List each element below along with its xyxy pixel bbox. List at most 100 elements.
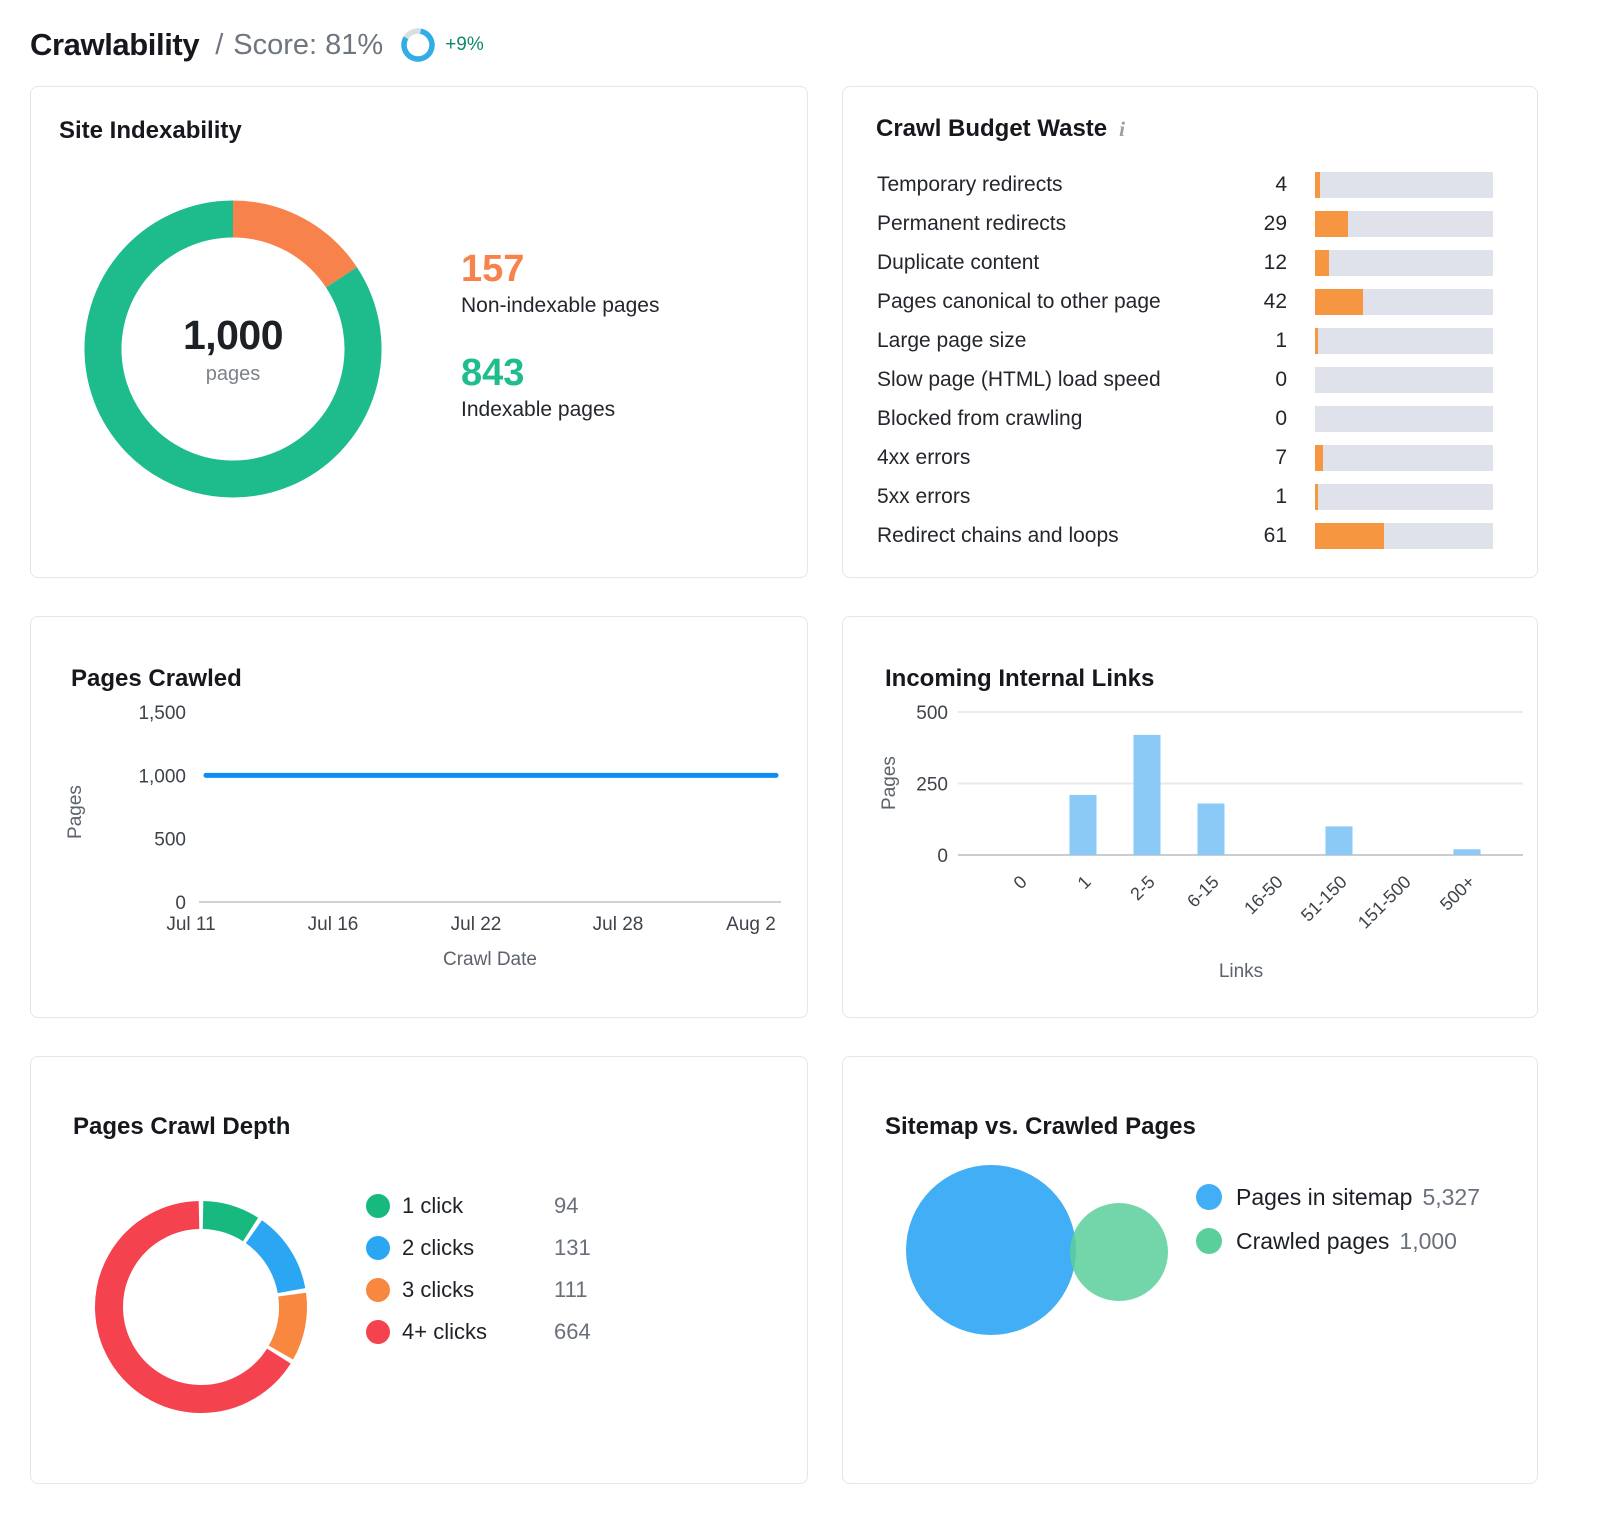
crawlability-dashboard: Crawlability / Score: 81% +9% Site Index…	[30, 27, 1570, 1484]
budget-row-bar	[1315, 171, 1493, 198]
card-incoming-internal-links: Incoming Internal Links 0 250 500 0 1 2-5 6-15…	[842, 616, 1538, 1018]
budget-row-bar	[1315, 522, 1493, 549]
non-indexable-label: Non-indexable pages	[461, 294, 660, 317]
legend-label: 1 click	[402, 1193, 464, 1218]
legend-label: Pages in sitemap	[1236, 1183, 1413, 1210]
svg-text:Jul 11: Jul 11	[166, 914, 215, 935]
budget-row-bar	[1315, 483, 1493, 510]
pages-crawled-line-chart: 0 500 1,000 1,500 Jul 11 Jul 16 Jul 22 Jul 28 Au…	[65, 703, 781, 970]
svg-text:0: 0	[937, 846, 948, 867]
svg-text:500: 500	[154, 830, 186, 851]
score-ring-icon	[401, 28, 435, 62]
svg-text:Pages: Pages	[879, 756, 900, 810]
card-title-pages-crawl-depth: Pages Crawl Depth	[73, 1113, 291, 1140]
legend-dot	[366, 1194, 390, 1218]
budget-row: Temporary redirects 4	[877, 165, 1493, 204]
budget-row-bar	[1315, 405, 1493, 432]
card-sitemap-vs-crawled: Sitemap vs. Crawled Pages Pages in sitem…	[842, 1056, 1538, 1484]
legend-value: 1,000	[1399, 1227, 1457, 1254]
crawl-depth-donut-chart	[95, 1201, 307, 1413]
info-icon[interactable]: i	[1119, 116, 1125, 141]
crawl-depth-legend-item: 1 click 94	[366, 1185, 591, 1227]
card-crawl-budget-waste: Crawl Budget Waste i Temporary redirects…	[842, 86, 1538, 578]
card-title-site-indexability: Site Indexability	[59, 117, 242, 144]
card-title-pages-crawled: Pages Crawled	[71, 665, 242, 692]
svg-text:Jul 16: Jul 16	[308, 914, 359, 935]
legend-label: Crawled pages	[1236, 1227, 1390, 1254]
budget-row-label: Duplicate content	[877, 250, 1040, 274]
card-pages-crawl-depth: Pages Crawl Depth 1 click 94 2 clicks 131 3 …	[30, 1056, 808, 1484]
legend-value: 664	[554, 1319, 591, 1344]
budget-row-label: Large page size	[877, 328, 1027, 352]
score-text: Score: 81%	[233, 28, 384, 61]
budget-row-label: Temporary redirects	[877, 172, 1063, 196]
page-title: Crawlability	[30, 27, 200, 62]
svg-text:Jul 22: Jul 22	[451, 914, 502, 935]
legend-dot	[366, 1278, 390, 1302]
card-title-sitemap-vs-crawled: Sitemap vs. Crawled Pages	[885, 1113, 1196, 1140]
budget-row-bar	[1315, 288, 1493, 315]
svg-text:Links: Links	[1219, 961, 1263, 982]
svg-text:1,000: 1,000	[138, 766, 186, 787]
budget-row-label: 5xx errors	[877, 484, 971, 508]
legend-label: 3 clicks	[402, 1277, 475, 1302]
svg-text:Jul 28: Jul 28	[593, 914, 644, 935]
indexable-label: Indexable pages	[461, 398, 616, 421]
budget-row: Pages canonical to other page 42	[877, 282, 1493, 321]
budget-row: 5xx errors 1	[877, 477, 1493, 516]
card-site-indexability: Site Indexability 1,000 pages 157 Non-in…	[30, 86, 808, 578]
svg-text:151-500: 151-500	[1354, 872, 1415, 933]
card-title-crawl-budget-waste: Crawl Budget Waste i	[876, 115, 1125, 143]
svg-text:500+: 500+	[1436, 872, 1479, 915]
card-title-incoming-internal-links: Incoming Internal Links	[885, 665, 1155, 692]
site-indexability-donut: 1,000 pages	[83, 199, 383, 499]
budget-row-label: Permanent redirects	[877, 211, 1067, 235]
venn-legend-item: Crawled pages 1,000	[1196, 1219, 1480, 1263]
legend-label: 2 clicks	[402, 1235, 475, 1260]
crawl-depth-legend-item: 4+ clicks 664	[366, 1311, 591, 1353]
budget-waste-list: Temporary redirects 4 Permanent redirects 2…	[877, 165, 1493, 555]
incoming-links-bar-chart: 0 250 500 0 1 2-5 6-15 16-50 51-150 151-500 500+ Li…	[879, 703, 1523, 982]
budget-row-value: 29	[1263, 211, 1287, 235]
svg-text:0: 0	[175, 893, 186, 914]
legend-dot	[366, 1320, 390, 1344]
budget-row-label: Redirect chains and loops	[877, 523, 1119, 547]
budget-row-value: 0	[1275, 406, 1287, 430]
svg-text:Crawl Date: Crawl Date	[443, 949, 537, 970]
svg-text:51-150: 51-150	[1297, 872, 1351, 926]
svg-text:500: 500	[916, 703, 948, 724]
svg-text:6-15: 6-15	[1183, 872, 1223, 912]
budget-row: Blocked from crawling 0	[877, 399, 1493, 438]
legend-dot	[1196, 1184, 1222, 1210]
budget-row-label: Slow page (HTML) load speed	[877, 367, 1161, 391]
budget-row: Permanent redirects 29	[877, 204, 1493, 243]
budget-row: Slow page (HTML) load speed 0	[877, 360, 1493, 399]
svg-text:250: 250	[916, 775, 948, 796]
cards-grid: Site Indexability 1,000 pages 157 Non-in…	[30, 86, 1570, 1484]
legend-dot	[366, 1236, 390, 1260]
svg-text:Pages: Pages	[65, 785, 86, 839]
budget-row-value: 1	[1275, 328, 1287, 352]
budget-row: 4xx errors 7	[877, 438, 1493, 477]
budget-row-bar	[1315, 210, 1493, 237]
budget-row-value: 61	[1263, 523, 1287, 547]
site-indexability-donut-chart	[84, 200, 382, 498]
svg-text:1,500: 1,500	[138, 703, 186, 724]
venn-legend-item: Pages in sitemap 5,327	[1196, 1175, 1480, 1219]
budget-row-bar	[1315, 327, 1493, 354]
budget-row-value: 0	[1275, 367, 1287, 391]
legend-value: 5,327	[1422, 1183, 1480, 1210]
title-separator: /	[215, 28, 224, 61]
legend-value: 94	[554, 1193, 579, 1218]
indexable-count[interactable]: 843	[461, 352, 525, 394]
legend-value: 111	[554, 1277, 588, 1302]
svg-text:0: 0	[1010, 872, 1031, 893]
budget-row-value: 12	[1263, 250, 1287, 274]
svg-text:16-50: 16-50	[1240, 872, 1287, 919]
svg-text:1: 1	[1074, 872, 1095, 893]
non-indexable-count[interactable]: 157	[461, 248, 525, 290]
crawl-budget-waste-title: Crawl Budget Waste	[876, 115, 1108, 142]
card-pages-crawled: Pages Crawled 0 500 1,000 1,500 Jul 11 Jul 16…	[30, 616, 808, 1018]
indexability-stats: 157 Non-indexable pages 843 Indexable pa…	[461, 247, 659, 455]
venn-legend: Pages in sitemap 5,327 Crawled pages 1,000	[1196, 1175, 1480, 1263]
